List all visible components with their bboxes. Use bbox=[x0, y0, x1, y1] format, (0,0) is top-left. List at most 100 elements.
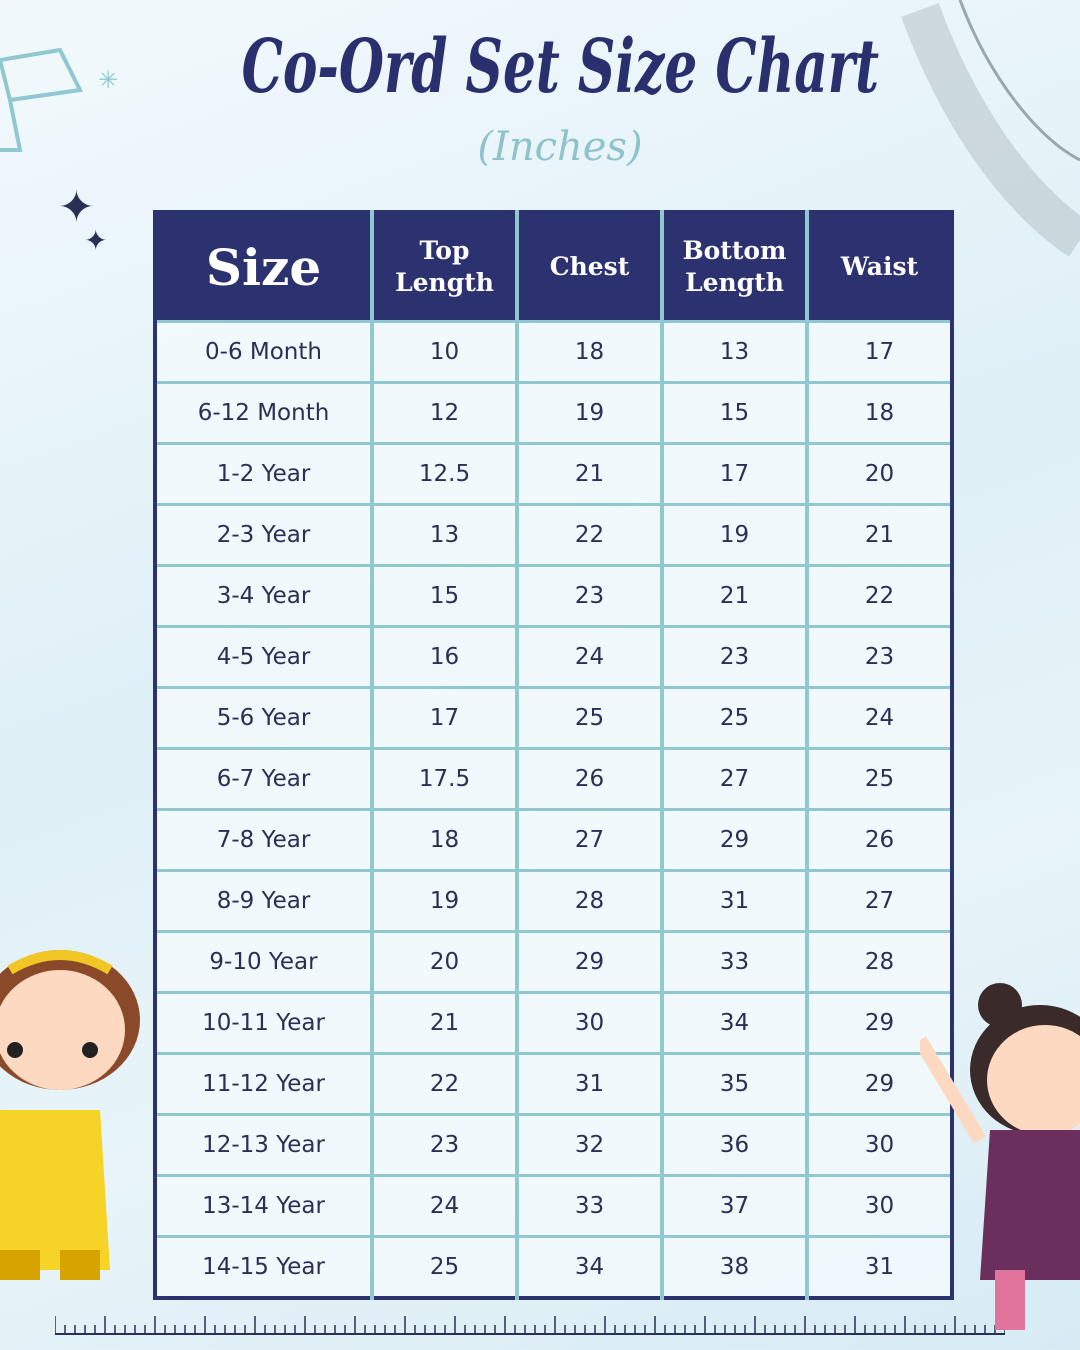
measurement-cell: 13 bbox=[370, 503, 517, 566]
measurement-cell: 10 bbox=[370, 320, 517, 383]
sewing-machine-icon bbox=[0, 47, 84, 152]
sparkle-icon: ✦ bbox=[58, 182, 95, 233]
size-cell: 4-5 Year bbox=[155, 625, 372, 688]
measurement-cell: 20 bbox=[370, 930, 517, 993]
column-header-size: Size bbox=[155, 212, 372, 322]
table-row: 11-12 Year 22 31 35 29 bbox=[155, 1052, 952, 1115]
measurement-cell: 38 bbox=[660, 1235, 807, 1298]
measurement-cell: 17 bbox=[805, 320, 952, 383]
measurement-cell: 22 bbox=[515, 503, 662, 566]
size-cell: 10-11 Year bbox=[155, 991, 372, 1054]
measuring-tape-icon bbox=[901, 0, 1080, 257]
size-cell: 1-2 Year bbox=[155, 442, 372, 505]
measurement-cell: 25 bbox=[370, 1235, 517, 1298]
measurement-cell: 12.5 bbox=[370, 442, 517, 505]
measurement-cell: 32 bbox=[515, 1113, 662, 1176]
measurement-cell: 18 bbox=[805, 381, 952, 444]
measurement-cell: 35 bbox=[660, 1052, 807, 1115]
size-cell: 0-6 Month bbox=[155, 320, 372, 383]
measurement-cell: 24 bbox=[515, 625, 662, 688]
table-row: 12-13 Year 23 32 36 30 bbox=[155, 1113, 952, 1176]
measurement-cell: 15 bbox=[660, 381, 807, 444]
page-subtitle: (Inches) bbox=[477, 124, 643, 170]
measurement-cell: 15 bbox=[370, 564, 517, 627]
measurement-cell: 33 bbox=[660, 930, 807, 993]
measurement-cell: 26 bbox=[805, 808, 952, 871]
measurement-cell: 25 bbox=[515, 686, 662, 749]
measurement-cell: 27 bbox=[805, 869, 952, 932]
table-row: 1-2 Year 12.5 21 17 20 bbox=[155, 442, 952, 505]
measurement-cell: 17 bbox=[370, 686, 517, 749]
measurement-cell: 27 bbox=[515, 808, 662, 871]
table-row: 7-8 Year 18 27 29 26 bbox=[155, 808, 952, 871]
measurement-cell: 17.5 bbox=[370, 747, 517, 810]
size-cell: 8-9 Year bbox=[155, 869, 372, 932]
measurement-cell: 28 bbox=[805, 930, 952, 993]
measurement-cell: 19 bbox=[370, 869, 517, 932]
measurement-cell: 23 bbox=[805, 625, 952, 688]
size-cell: 13-14 Year bbox=[155, 1174, 372, 1237]
measurement-cell: 22 bbox=[370, 1052, 517, 1115]
page-title: Co-Ord Set Size Chart bbox=[241, 24, 879, 110]
measurement-cell: 21 bbox=[805, 503, 952, 566]
table-row: 3-4 Year 15 23 21 22 bbox=[155, 564, 952, 627]
measurement-cell: 25 bbox=[805, 747, 952, 810]
measurement-cell: 24 bbox=[805, 686, 952, 749]
column-header-bottom-length: Bottom Length bbox=[660, 212, 807, 322]
measurement-cell: 23 bbox=[370, 1113, 517, 1176]
measurement-cell: 16 bbox=[370, 625, 517, 688]
table-row: 13-14 Year 24 33 37 30 bbox=[155, 1174, 952, 1237]
measurement-cell: 30 bbox=[805, 1174, 952, 1237]
sparkle-icon: ✳ bbox=[98, 66, 119, 94]
measurement-cell: 21 bbox=[660, 564, 807, 627]
table-row: 5-6 Year 17 25 25 24 bbox=[155, 686, 952, 749]
measurement-cell: 27 bbox=[660, 747, 807, 810]
measurement-cell: 23 bbox=[660, 625, 807, 688]
size-cell: 12-13 Year bbox=[155, 1113, 372, 1176]
measurement-cell: 30 bbox=[805, 1113, 952, 1176]
measurement-cell: 29 bbox=[660, 808, 807, 871]
size-cell: 2-3 Year bbox=[155, 503, 372, 566]
table-row: 14-15 Year 25 34 38 31 bbox=[155, 1235, 952, 1298]
measurement-cell: 28 bbox=[515, 869, 662, 932]
measurement-cell: 31 bbox=[805, 1235, 952, 1298]
measurement-cell: 13 bbox=[660, 320, 807, 383]
measurement-cell: 19 bbox=[660, 503, 807, 566]
column-header-chest: Chest bbox=[515, 212, 662, 322]
measurement-cell: 25 bbox=[660, 686, 807, 749]
size-chart-table: Size Top Length Chest Bottom Length Waist 0-… bbox=[153, 210, 954, 1300]
size-cell: 7-8 Year bbox=[155, 808, 372, 871]
measurement-cell: 23 bbox=[515, 564, 662, 627]
column-header-top-length: Top Length bbox=[370, 212, 517, 322]
size-cell: 11-12 Year bbox=[155, 1052, 372, 1115]
table-row: 6-7 Year 17.5 26 27 25 bbox=[155, 747, 952, 810]
size-cell: 14-15 Year bbox=[155, 1235, 372, 1298]
measurement-cell: 21 bbox=[370, 991, 517, 1054]
page-title-container: Co-Ord Set Size Chart bbox=[0, 22, 1080, 117]
measurement-cell: 17 bbox=[660, 442, 807, 505]
measurement-cell: 37 bbox=[660, 1174, 807, 1237]
size-cell: 3-4 Year bbox=[155, 564, 372, 627]
measurement-cell: 33 bbox=[515, 1174, 662, 1237]
measurement-cell: 34 bbox=[515, 1235, 662, 1298]
measurement-cell: 22 bbox=[805, 564, 952, 627]
measurement-cell: 19 bbox=[515, 381, 662, 444]
measurement-cell: 34 bbox=[660, 991, 807, 1054]
measurement-cell: 18 bbox=[515, 320, 662, 383]
girl-yellow-illustration bbox=[0, 950, 140, 1280]
table-row: 10-11 Year 21 30 34 29 bbox=[155, 991, 952, 1054]
measurement-cell: 30 bbox=[515, 991, 662, 1054]
measurement-cell: 24 bbox=[370, 1174, 517, 1237]
size-cell: 6-12 Month bbox=[155, 381, 372, 444]
measurement-cell: 12 bbox=[370, 381, 517, 444]
table-row: 8-9 Year 19 28 31 27 bbox=[155, 869, 952, 932]
table-row: 0-6 Month 10 18 13 17 bbox=[155, 320, 952, 383]
measurement-cell: 20 bbox=[805, 442, 952, 505]
table-row: 6-12 Month 12 19 15 18 bbox=[155, 381, 952, 444]
measurement-cell: 31 bbox=[515, 1052, 662, 1115]
table-row: 2-3 Year 13 22 19 21 bbox=[155, 503, 952, 566]
sparkle-icon: ✦ bbox=[84, 224, 108, 257]
column-header-waist: Waist bbox=[805, 212, 952, 322]
header-row: Size Top Length Chest Bottom Length Waist bbox=[155, 212, 952, 322]
measurement-cell: 18 bbox=[370, 808, 517, 871]
